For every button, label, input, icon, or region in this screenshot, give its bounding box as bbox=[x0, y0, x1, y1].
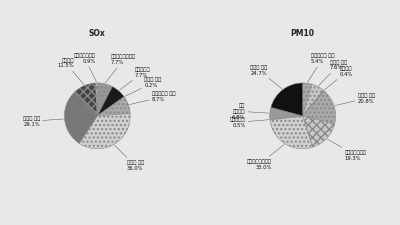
Wedge shape bbox=[303, 84, 324, 116]
Text: 기타
먼지오염
6.8%: 기타 먼지오염 6.8% bbox=[232, 103, 269, 119]
Wedge shape bbox=[97, 97, 124, 116]
Wedge shape bbox=[303, 116, 335, 147]
Text: 생물성 연소
24.7%: 생물성 연소 24.7% bbox=[250, 65, 282, 89]
Text: 에너지산업 연소
5.4%: 에너지산업 연소 5.4% bbox=[308, 53, 334, 82]
Wedge shape bbox=[270, 116, 312, 149]
Wedge shape bbox=[303, 90, 324, 116]
Text: 생산공정
0.4%: 생산공정 0.4% bbox=[324, 66, 353, 90]
Title: PM10: PM10 bbox=[291, 29, 315, 38]
Text: 제조업 연소
29.1%: 제조업 연소 29.1% bbox=[23, 116, 64, 127]
Wedge shape bbox=[303, 83, 312, 116]
Wedge shape bbox=[270, 116, 303, 120]
Text: 에너지산업 연소
8.7%: 에너지산업 연소 8.7% bbox=[130, 91, 175, 105]
Text: 비산업 연소
7.6%: 비산업 연소 7.6% bbox=[319, 60, 347, 86]
Wedge shape bbox=[97, 97, 130, 116]
Wedge shape bbox=[79, 114, 130, 149]
Wedge shape bbox=[74, 83, 97, 116]
Text: 폐기물처리
7.7%: 폐기물처리 7.7% bbox=[120, 67, 151, 90]
Wedge shape bbox=[271, 83, 303, 116]
Text: 비도로이동오염원
7.7%: 비도로이동오염원 7.7% bbox=[105, 54, 136, 83]
Text: 축산업 연소
36.0%: 축산업 연소 36.0% bbox=[114, 145, 144, 171]
Text: 제조업 연소
20.8%: 제조업 연소 20.8% bbox=[335, 93, 375, 106]
Text: 폐기물처리
0.5%: 폐기물처리 0.5% bbox=[230, 117, 269, 128]
Wedge shape bbox=[96, 83, 97, 116]
Text: 비도로이동오염원
33.0%: 비도로이동오염원 33.0% bbox=[246, 144, 284, 170]
Text: 도로이동오염원
19.3%: 도로이동오염원 19.3% bbox=[328, 139, 366, 161]
Text: 생산공정
11.5%: 생산공정 11.5% bbox=[58, 58, 84, 85]
Text: 도로이동오염원
0.9%: 도로이동오염원 0.9% bbox=[74, 53, 96, 82]
Text: 생물성 연소
0.2%: 생물성 연소 0.2% bbox=[125, 77, 162, 96]
Wedge shape bbox=[97, 83, 112, 116]
Wedge shape bbox=[97, 87, 124, 116]
Wedge shape bbox=[303, 91, 336, 124]
Title: SOx: SOx bbox=[89, 29, 106, 38]
Wedge shape bbox=[64, 92, 97, 143]
Wedge shape bbox=[270, 107, 303, 119]
